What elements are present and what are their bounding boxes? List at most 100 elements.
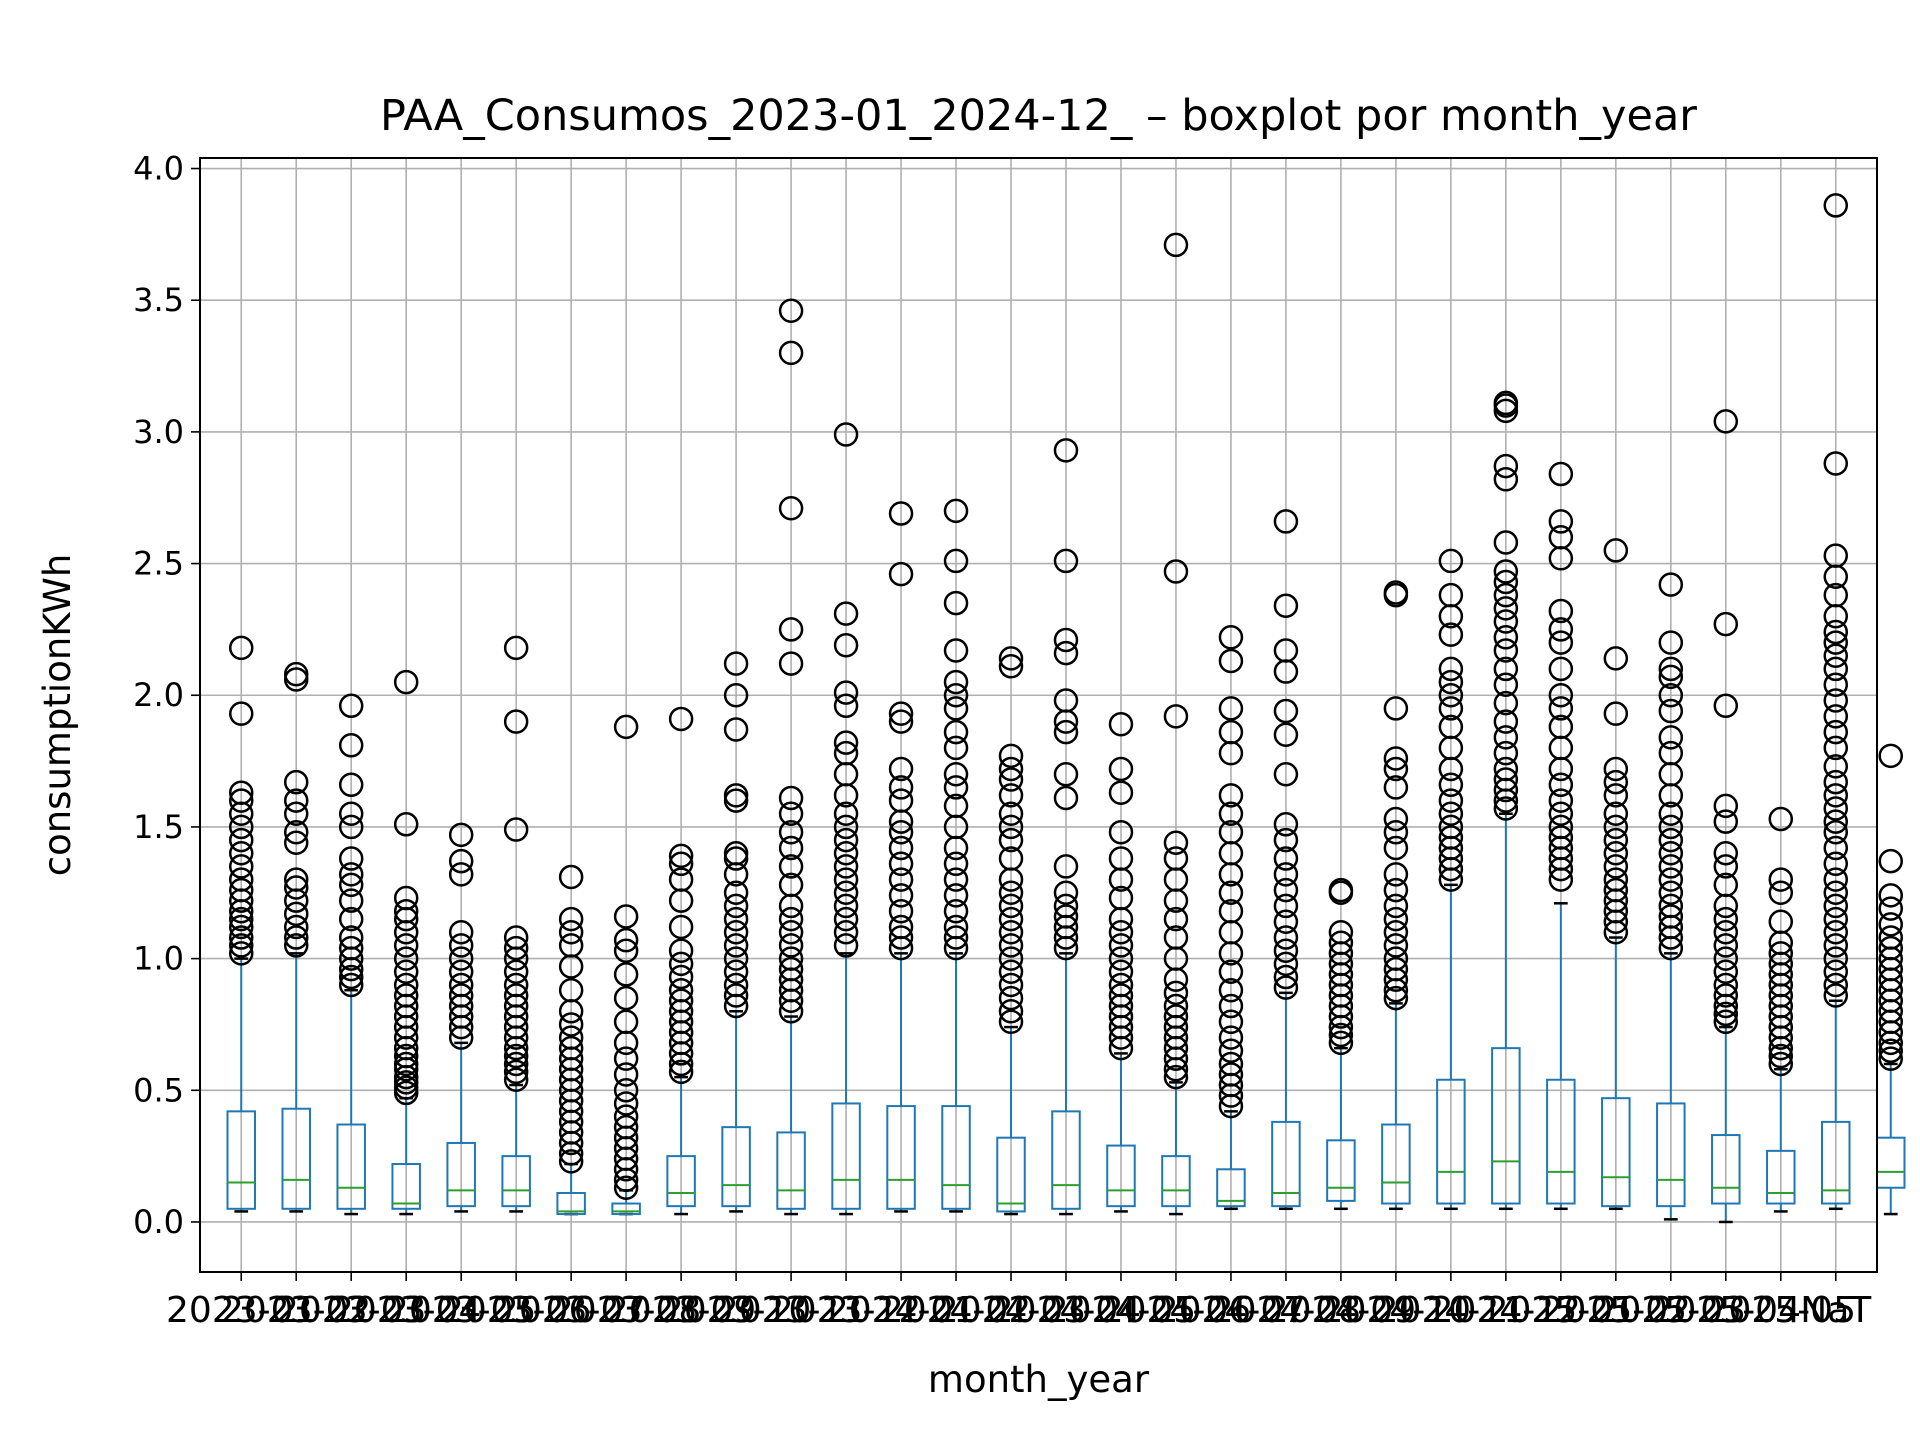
outlier-point — [1493, 725, 1519, 750]
outlier-point — [228, 854, 254, 879]
outlier-point — [283, 933, 309, 958]
outlier-point — [1823, 582, 1849, 608]
outlier-point — [1383, 696, 1409, 721]
outlier-point — [778, 819, 804, 845]
outlier-point — [998, 654, 1024, 679]
outlier-point — [1053, 627, 1079, 653]
outlier-point — [778, 801, 804, 827]
outlier-point — [1713, 933, 1739, 958]
outlier-point — [778, 785, 804, 811]
outlier-point — [943, 914, 969, 940]
outlier-point — [888, 756, 914, 782]
outlier-point — [1823, 451, 1849, 476]
outlier-point — [1273, 925, 1299, 950]
outlier-point — [1383, 756, 1409, 782]
outlier-point — [1603, 801, 1629, 827]
outlier-point — [888, 898, 914, 924]
outlier-point — [1878, 896, 1903, 921]
outlier-point — [1823, 906, 1849, 932]
outlier-point — [1438, 825, 1464, 850]
outlier-point — [943, 590, 969, 616]
outlier-point — [943, 719, 969, 745]
outlier-point — [1273, 975, 1299, 1000]
outlier-point — [283, 661, 309, 687]
box-iqr — [336, 1123, 366, 1210]
outlier-point — [283, 819, 309, 845]
outlier-point — [1438, 788, 1464, 813]
box-group — [1271, 509, 1301, 1211]
outlier-point — [503, 925, 529, 950]
outlier-point — [1053, 880, 1079, 906]
outlier-point — [943, 735, 969, 761]
y-tick-label: 2.0 — [133, 676, 184, 714]
outlier-point — [1548, 598, 1574, 624]
outlier-point — [1438, 656, 1464, 682]
box-group — [1326, 877, 1356, 1211]
outlier-point — [1218, 1062, 1244, 1087]
outlier-point — [1383, 956, 1409, 982]
outlier-point — [228, 635, 254, 661]
outlier-point — [393, 1043, 419, 1069]
outlier-point — [943, 867, 969, 892]
x-tick-label: 2023-09 — [606, 1290, 756, 1331]
outlier-point — [1548, 524, 1574, 550]
outlier-point — [1218, 783, 1244, 808]
outlier-point — [1383, 893, 1409, 919]
outlier-point — [833, 801, 859, 827]
outlier-point — [943, 793, 969, 819]
outlier-point — [228, 788, 254, 813]
outlier-point — [778, 872, 804, 898]
outlier-point — [888, 775, 914, 800]
outlier-point — [998, 985, 1024, 1011]
outlier-point — [1163, 232, 1189, 258]
outlier-point — [1658, 814, 1684, 840]
box-group — [831, 422, 861, 1216]
outlier-point — [1603, 814, 1629, 840]
outlier-point — [613, 1078, 639, 1103]
outlier-point — [338, 935, 364, 961]
outlier-point — [1493, 609, 1519, 634]
x-tick-label: 2025-04 — [1651, 1290, 1801, 1331]
outlier-point — [1493, 767, 1519, 792]
outlier-point — [723, 983, 749, 1008]
box-group — [1161, 232, 1191, 1216]
outlier-point — [1713, 972, 1739, 998]
outlier-point — [1218, 1009, 1244, 1035]
outlier-point — [1823, 672, 1849, 697]
outlier-point — [1658, 841, 1684, 866]
outlier-point — [1273, 638, 1299, 663]
outlier-point — [888, 819, 914, 845]
outlier-point — [778, 496, 804, 521]
outlier-point — [1548, 801, 1574, 827]
outlier-point — [1713, 611, 1739, 637]
outlier-point — [228, 933, 254, 958]
outlier-point — [503, 935, 529, 961]
box-group — [391, 669, 421, 1216]
outlier-point — [1823, 656, 1849, 682]
outlier-point — [833, 906, 859, 932]
outlier-point — [1548, 682, 1574, 708]
outlier-point — [1438, 582, 1464, 608]
outlier-point — [943, 696, 969, 721]
outlier-point — [1383, 819, 1409, 845]
outlier-point — [228, 701, 254, 726]
outlier-point — [778, 651, 804, 676]
outlier-point — [1493, 756, 1519, 782]
outlier-point — [1273, 893, 1299, 919]
outlier-point — [558, 977, 584, 1003]
outlier-point — [558, 864, 584, 890]
box-iqr — [1821, 1120, 1851, 1205]
box-group — [226, 635, 256, 1213]
outlier-point — [888, 925, 914, 950]
y-axis: 0.0 0.5 1.0 1.5 2.0 2.5 3.0 3.5 4.0 — [133, 150, 200, 1241]
x-tick-label: 2024-11 — [1376, 1290, 1526, 1331]
box-group — [1711, 409, 1741, 1224]
outlier-point — [393, 885, 419, 911]
outlier-point — [1383, 985, 1409, 1011]
x-tick-label: 2023-07 — [496, 1290, 646, 1331]
outlier-point — [338, 888, 364, 913]
outlier-point — [1603, 769, 1629, 795]
outlier-point — [228, 867, 254, 892]
outlier-point — [503, 959, 529, 985]
outlier-point — [338, 733, 364, 758]
